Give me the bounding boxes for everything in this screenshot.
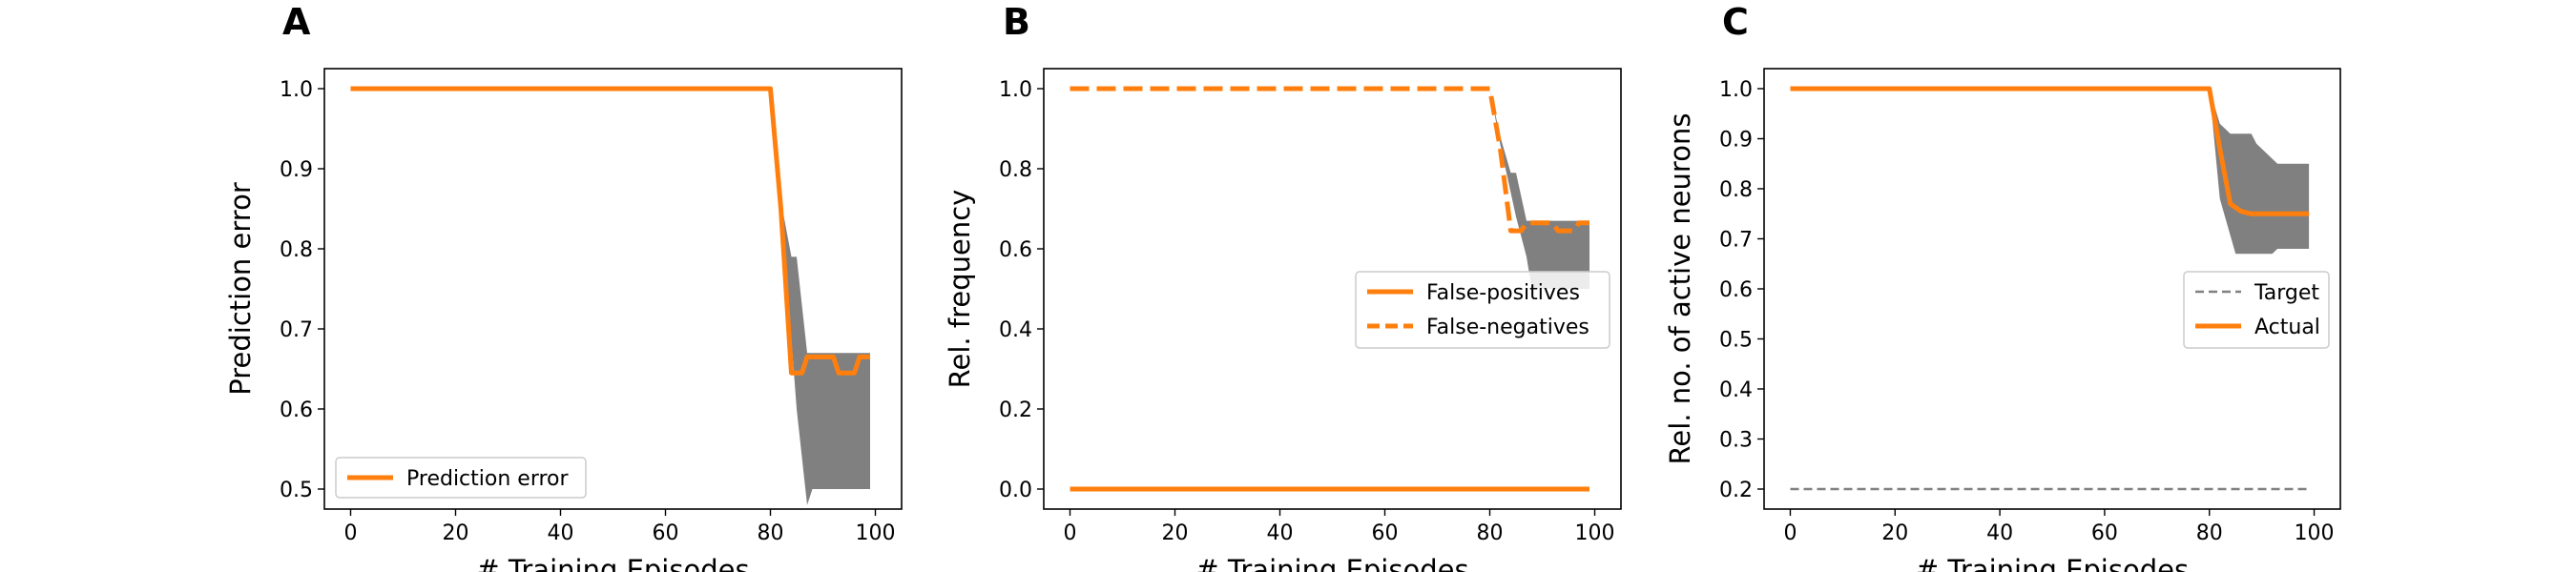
x-tick-label: 60 [653, 521, 679, 545]
x-tick-label: 0 [1783, 521, 1797, 545]
confidence-band [770, 89, 870, 505]
y-tick-label: 0.8 [999, 158, 1032, 182]
x-axis-title: # Training Episodes [1916, 554, 2189, 572]
y-axis-title: Rel. frequency [944, 190, 976, 389]
y-tick-label: 0.2 [999, 398, 1032, 422]
x-tick-label: 40 [1267, 521, 1294, 545]
legend-box [1355, 271, 1610, 349]
x-tick-label: 20 [1162, 521, 1189, 545]
x-tick-label: 60 [1372, 521, 1399, 545]
y-tick-label: 0.5 [1719, 329, 1753, 353]
y-tick-label: 0.9 [1719, 129, 1753, 153]
legend-label: False-negatives [1426, 316, 1589, 339]
legend-label: Prediction error [406, 467, 569, 491]
x-tick-label: 100 [856, 521, 896, 545]
y-tick-label: 0.5 [280, 479, 313, 502]
y-tick-label: 1.0 [280, 78, 313, 102]
y-tick-label: 0.2 [1719, 479, 1753, 502]
y-tick-label: 0.9 [280, 158, 313, 182]
legend-label: Target [2254, 281, 2319, 305]
y-tick-label: 0.6 [999, 238, 1032, 262]
x-axis-title: # Training Episodes [476, 554, 749, 572]
x-tick-label: 80 [2196, 521, 2223, 545]
panel-letter: A [282, 1, 311, 43]
legend: Prediction error [335, 457, 587, 499]
y-tick-label: 1.0 [999, 78, 1032, 102]
legend: False-positives False-negatives [1355, 271, 1610, 349]
series-line-prediction-error [350, 86, 870, 376]
y-axis-title: Rel. no. of active neurons [1664, 113, 1696, 465]
y-axis-title: Prediction error [224, 182, 257, 396]
axes-frame [1043, 68, 1622, 510]
panel-c: C 0 20 40 60 80 100 0.2 0.3 0.4 0.5 0.6 0.7 0.8 0.9 1.0… [1664, 1, 2341, 572]
legend-label: Actual [2254, 316, 2320, 339]
y-tick-label: 1.0 [1719, 78, 1753, 102]
legend-box [2183, 271, 2330, 349]
y-tick-label: 0.8 [280, 238, 313, 262]
x-tick-label: 60 [2091, 521, 2118, 545]
legend-box [335, 457, 587, 499]
y-tick-label: 0.6 [1719, 278, 1753, 302]
x-axis-title: # Training Episodes [1195, 554, 1468, 572]
y-tick-label: 0.4 [1719, 378, 1753, 402]
legend-label: False-positives [1426, 281, 1580, 305]
panel-letter: C [1722, 1, 1749, 43]
x-tick-label: 0 [1064, 521, 1077, 545]
x-tick-label: 80 [758, 521, 784, 545]
x-tick-label: 100 [1575, 521, 1615, 545]
x-tick-label: 20 [1881, 521, 1908, 545]
panel-a: A 0 20 40 60 80 100 0.5 0.6 0.7 0.8 0.9 1.0 # Trainin… [224, 1, 903, 572]
confidence-band [1489, 89, 1589, 289]
y-tick-label: 0.7 [280, 318, 313, 342]
axes-frame [323, 68, 903, 510]
x-tick-label: 100 [2295, 521, 2335, 545]
y-tick-label: 0.3 [1719, 429, 1753, 453]
y-tick-label: 0.4 [999, 318, 1032, 342]
y-tick-label: 0.8 [1719, 178, 1753, 202]
panel-letter: B [1003, 1, 1030, 43]
y-tick-label: 0.7 [1719, 229, 1753, 253]
legend: Target Actual [2183, 271, 2330, 349]
x-tick-label: 0 [344, 521, 358, 545]
series-line-actual [1790, 86, 2310, 216]
x-tick-label: 40 [1986, 521, 2013, 545]
y-tick-label: 0.6 [280, 398, 313, 422]
y-tick-label: 0.0 [999, 479, 1032, 502]
x-tick-label: 20 [443, 521, 469, 545]
x-tick-label: 80 [1477, 521, 1504, 545]
series-line-false-negatives [1070, 86, 1589, 234]
panel-b: B 0 20 40 60 80 100 0.0 0.2 0.4 0.6 0.8 1.0 # Trainin… [944, 1, 1622, 572]
x-tick-label: 40 [548, 521, 574, 545]
